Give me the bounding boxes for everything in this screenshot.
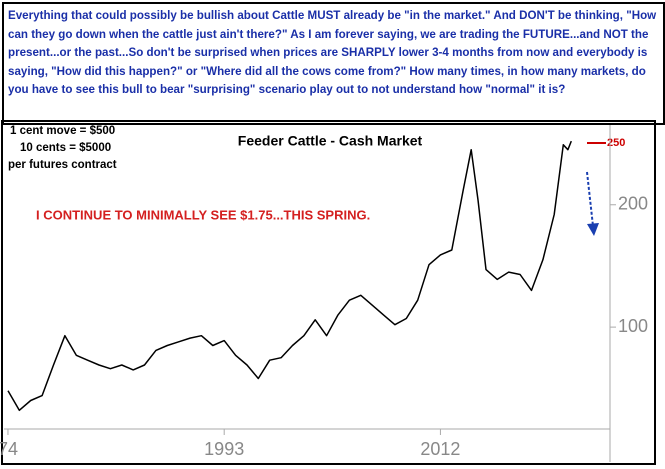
- headline: I CONTINUE TO MINIMALLY SEE $1.75...THIS…: [36, 207, 370, 222]
- x-tick-label: 1993: [204, 439, 244, 459]
- price-line: [7, 140, 572, 412]
- y-tick-label: 100: [618, 316, 648, 336]
- chart-title: Feeder Cattle - Cash Market: [238, 133, 423, 149]
- note: 1 cent move = $500: [10, 125, 115, 137]
- target-label: 250: [607, 137, 625, 149]
- note: per futures contract: [8, 159, 117, 171]
- chart-frame: [1, 120, 656, 465]
- arrow-head: [587, 223, 599, 236]
- x-tick-label: 74: [0, 439, 18, 459]
- arrow: [586, 171, 594, 227]
- y-tick-label: 200: [618, 194, 648, 214]
- x-tick-label: 2012: [420, 439, 460, 459]
- header-text: Everything that could possibly be bullis…: [2, 2, 665, 125]
- note: 10 cents = $5000: [20, 142, 111, 154]
